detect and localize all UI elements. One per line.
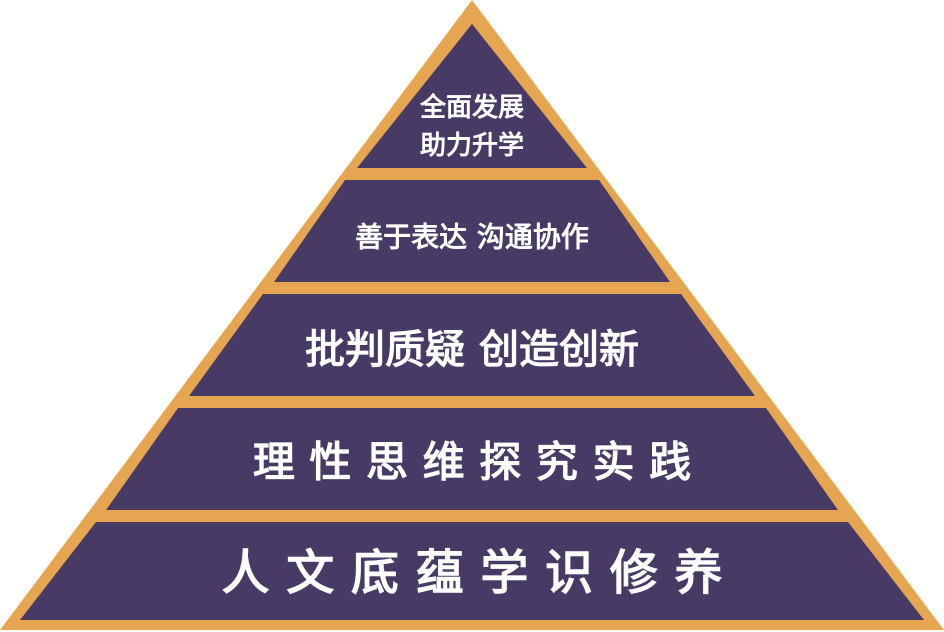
tier-4-label: 善于表达 沟通协作 (355, 221, 589, 254)
tier-3-label: 批判质疑 创造创新 (305, 327, 639, 373)
tier-5-line-1: 全面发展 (419, 92, 524, 123)
tier-2-label: 理 性 思 维 探 究 实 践 (253, 438, 691, 487)
tier-3-shape (189, 294, 755, 396)
tier-1-shape (20, 522, 924, 620)
tier-5-line-2: 助力升学 (420, 130, 524, 161)
tier-4-shape (274, 180, 670, 282)
tier-2-shape (106, 408, 838, 510)
tier-5-shape (357, 24, 587, 168)
tier-1-label: 人 文 底 蕴 学 识 修 养 (222, 545, 723, 601)
